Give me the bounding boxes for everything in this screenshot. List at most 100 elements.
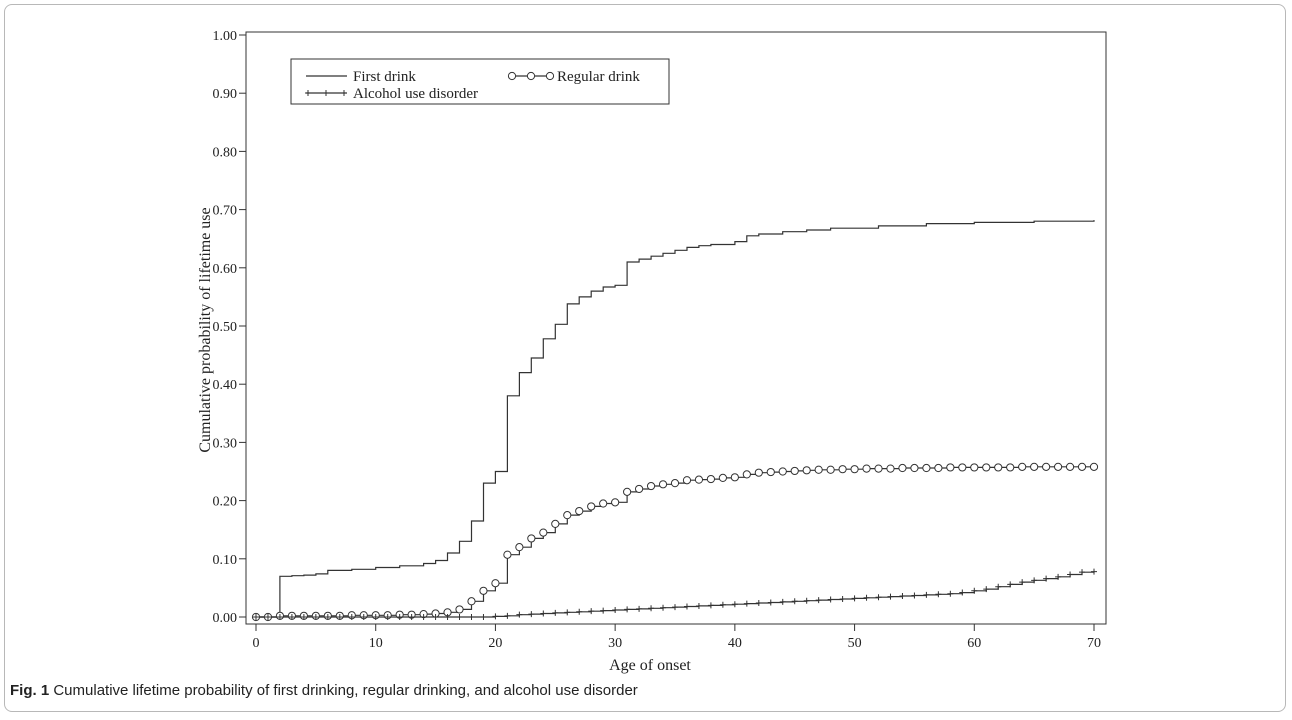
x-tick-label: 0 [253,636,260,651]
data-point-regular-drink [982,463,991,472]
data-point-alcohol-use-disorder [839,595,846,602]
data-point-alcohol-use-disorder [743,600,750,607]
data-point-regular-drink [778,467,787,476]
data-point-alcohol-use-disorder [947,590,954,597]
y-tick-label: 0.20 [213,495,238,510]
data-point-regular-drink [515,543,524,552]
data-point-regular-drink [599,499,608,508]
legend-regular-drink-label: Regular drink [557,69,640,85]
x-tick-label: 60 [967,636,981,651]
legend: First drink Regular drink Alcohol use di… [290,58,670,105]
data-point-alcohol-use-disorder [683,603,690,610]
data-point-alcohol-use-disorder [300,614,307,620]
x-tick-label: 70 [1087,636,1101,651]
data-point-regular-drink [898,463,907,473]
data-point-regular-drink [730,473,739,482]
x-tick-label: 20 [488,636,502,651]
figure-caption: Fig. 1 Cumulative lifetime probability o… [10,682,638,699]
data-point-regular-drink [850,465,859,474]
data-point-regular-drink [958,463,967,472]
data-point-regular-drink [527,534,536,543]
data-point-regular-drink [646,481,656,491]
data-point-alcohol-use-disorder [336,614,343,620]
x-tick-label: 10 [369,636,383,651]
y-tick-label: 0.90 [213,87,238,102]
data-point-alcohol-use-disorder [600,607,607,614]
data-point-alcohol-use-disorder [348,614,355,620]
data-point-alcohol-use-disorder [504,612,511,619]
x-axis-label: Age of onset [609,657,691,674]
data-point-alcohol-use-disorder [959,589,966,596]
data-point-alcohol-use-disorder [456,614,463,620]
y-tick-label: 0.60 [213,262,238,277]
y-tick-label: 0.50 [213,320,238,335]
data-point-alcohol-use-disorder [444,614,451,620]
y-tick-label: 0.00 [213,611,238,626]
data-point-regular-drink [886,464,895,473]
data-point-alcohol-use-disorder [863,594,870,601]
legend-box [290,58,670,105]
data-point-alcohol-use-disorder [540,610,547,617]
data-point-alcohol-use-disorder [779,598,786,605]
data-point-regular-drink [946,463,955,472]
data-point-alcohol-use-disorder [707,602,714,609]
data-point-alcohol-use-disorder [432,614,439,620]
data-point-regular-drink [551,519,560,528]
x-tick-label: 30 [608,636,622,651]
data-point-regular-drink [658,480,668,489]
data-point-regular-drink [670,479,680,488]
data-point-alcohol-use-disorder [935,591,942,598]
data-point-regular-drink [874,464,883,473]
data-point-alcohol-use-disorder [719,601,726,608]
y-tick-label: 1.00 [213,29,238,44]
data-point-alcohol-use-disorder [576,608,583,615]
legend-first-drink-label: First drink [353,69,416,85]
series-lines [256,220,1095,618]
data-point-alcohol-use-disorder [803,597,810,604]
data-point-regular-drink [970,463,979,472]
data-point-alcohol-use-disorder [480,614,487,620]
data-point-alcohol-use-disorder [851,595,858,602]
data-point-regular-drink [575,506,584,516]
data-point-alcohol-use-disorder [516,611,523,618]
y-axis-label: Cumulative probability of lifetime use [197,207,214,452]
data-point-alcohol-use-disorder [396,614,403,620]
data-point-regular-drink [491,579,500,588]
data-point-alcohol-use-disorder [468,614,475,620]
data-point-alcohol-use-disorder [276,614,283,620]
series-line-first-drink [256,220,1095,618]
data-point-regular-drink [694,475,704,484]
data-point-regular-drink [1030,462,1039,471]
data-point-alcohol-use-disorder [1067,571,1074,578]
data-point-alcohol-use-disorder [1031,577,1038,584]
data-point-alcohol-use-disorder [755,600,762,607]
data-point-regular-drink [922,463,931,473]
data-point-alcohol-use-disorder [636,605,643,612]
data-point-alcohol-use-disorder [384,614,391,620]
data-point-regular-drink [467,597,476,606]
data-point-regular-drink [1042,462,1051,471]
data-point-alcohol-use-disorder [983,586,990,593]
legend-aud-label: Alcohol use disorder [353,86,478,102]
y-tick-label: 0.30 [213,436,238,451]
data-point-alcohol-use-disorder [420,614,427,620]
data-point-regular-drink [1089,462,1099,471]
data-point-alcohol-use-disorder [1043,575,1050,582]
data-point-regular-drink [766,467,775,477]
data-point-alcohol-use-disorder [971,587,978,594]
data-point-regular-drink [587,502,596,511]
y-tick-label: 0.80 [213,145,238,160]
data-point-regular-drink [826,465,835,474]
data-point-regular-drink [934,463,943,473]
data-point-regular-drink [1006,463,1015,472]
plot-area-border [245,31,1107,625]
data-point-regular-drink [455,605,464,614]
data-point-regular-drink [682,476,692,485]
data-point-alcohol-use-disorder [1091,568,1097,575]
data-point-alcohol-use-disorder [253,614,259,620]
data-point-alcohol-use-disorder [360,614,367,620]
data-point-regular-drink [802,466,811,475]
data-point-alcohol-use-disorder [995,583,1002,590]
data-point-alcohol-use-disorder [624,606,631,613]
